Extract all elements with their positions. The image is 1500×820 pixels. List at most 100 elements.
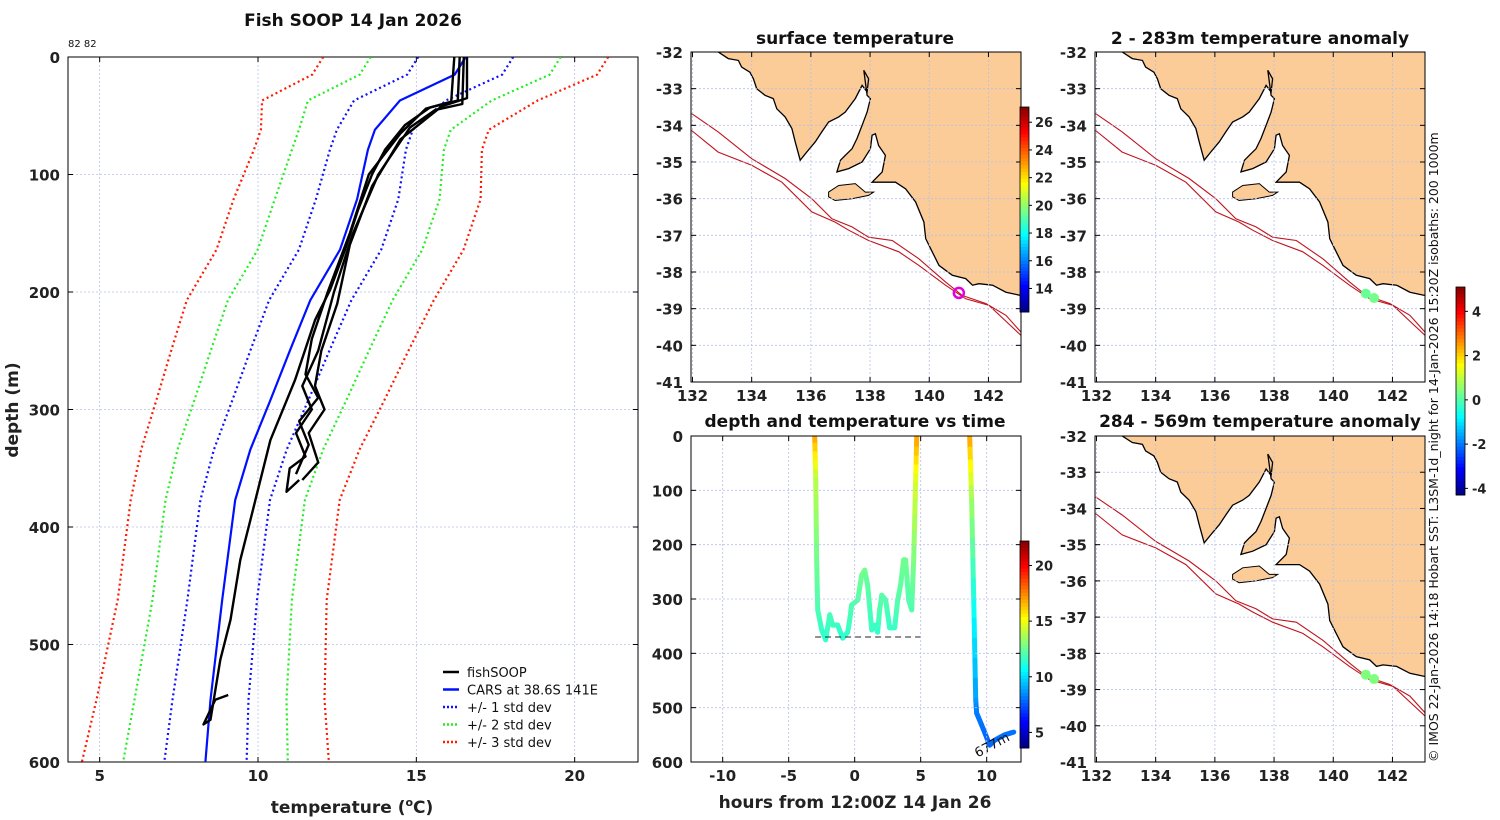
sst-ytick-label: -33 bbox=[656, 81, 683, 99]
anom-upper-ytick-label: -34 bbox=[1060, 117, 1087, 135]
colorbar-swatch bbox=[1456, 453, 1465, 458]
colorbar-swatch bbox=[1456, 321, 1465, 326]
colorbar-swatch bbox=[1020, 706, 1029, 711]
colorbar-swatch bbox=[1020, 561, 1029, 566]
colorbar-swatch bbox=[1456, 484, 1465, 489]
colorbar-swatch bbox=[1020, 651, 1029, 656]
colorbar-frame bbox=[1019, 540, 1030, 749]
colorbar-swatch bbox=[1020, 141, 1029, 146]
anom-lower-title: 284 - 569m temperature anomaly bbox=[1099, 412, 1421, 432]
anomaly-point bbox=[1369, 293, 1380, 304]
colorbar-swatch bbox=[1456, 314, 1465, 319]
colorbar-swatch bbox=[1456, 290, 1465, 295]
colorbar-tick-label: 0 bbox=[1472, 394, 1481, 409]
colorbar-swatch bbox=[1020, 672, 1029, 677]
colorbar-swatch bbox=[1456, 477, 1465, 482]
profile-xlabel: temperature (oC) bbox=[271, 796, 434, 818]
timeseries-title: depth and temperature vs time bbox=[705, 412, 1006, 432]
colorbar-swatch bbox=[1020, 301, 1029, 306]
sst-xtick-label: 132 bbox=[677, 387, 708, 405]
colorbar-swatch bbox=[1020, 630, 1029, 635]
colorbar-swatch bbox=[1020, 585, 1029, 590]
anomaly-point bbox=[1360, 669, 1371, 680]
timeseries-ytick-label: 300 bbox=[652, 591, 683, 609]
timeseries-xtick-label: 5 bbox=[915, 767, 925, 785]
sst-ytick-label: -39 bbox=[656, 301, 683, 319]
colorbar-swatch bbox=[1020, 578, 1029, 583]
std-3-upper-line bbox=[323, 57, 610, 762]
colorbar-swatch bbox=[1456, 339, 1465, 343]
xlabel-end: C) bbox=[413, 798, 433, 818]
colorbar-swatch bbox=[1020, 606, 1029, 611]
colorbar-swatch bbox=[1020, 288, 1029, 292]
sst-ytick-label: -34 bbox=[656, 117, 683, 135]
colorbar-swatch bbox=[1456, 304, 1465, 309]
colorbar-swatch bbox=[1020, 226, 1029, 231]
sst-axes: 132 134 136 138 140 142 -32 -33 -34 -35 -36 -37 -38 -… bbox=[656, 44, 1022, 405]
std-2-lower-line bbox=[122, 57, 372, 762]
legend-label: +/- 2 std dev bbox=[467, 719, 552, 734]
colorbar-swatch bbox=[1456, 429, 1465, 434]
colorbar-swatch bbox=[1020, 257, 1029, 262]
timeseries-xlabel: hours from 12:00Z 14 Jan 26 bbox=[719, 793, 992, 813]
std-1-lower-line bbox=[163, 57, 420, 762]
colorbar-swatch bbox=[1020, 661, 1029, 666]
colorbar-swatch bbox=[1456, 366, 1465, 371]
colorbar-swatch bbox=[1456, 443, 1465, 447]
anom-lower-land bbox=[1121, 436, 1425, 678]
colorbar-swatch bbox=[1020, 175, 1029, 180]
colorbar-tick-label: 20 bbox=[1035, 559, 1053, 574]
colorbar-swatch bbox=[1456, 391, 1465, 395]
profile-ytick-label: 200 bbox=[29, 284, 60, 302]
colorbar-tick-label: 2 bbox=[1472, 350, 1481, 365]
colorbar-swatch bbox=[1456, 349, 1465, 354]
fishsoop-cast-line bbox=[301, 57, 469, 481]
colorbar-swatch bbox=[1456, 332, 1465, 337]
colorbar-swatch bbox=[1020, 696, 1029, 701]
colorbar-swatch bbox=[1456, 370, 1465, 375]
colorbar-swatch bbox=[1020, 154, 1029, 159]
colorbar-swatch bbox=[1456, 394, 1465, 399]
profile-ytick-label: 400 bbox=[29, 519, 60, 537]
colorbar-swatch bbox=[1020, 541, 1029, 545]
colorbar-swatch bbox=[1456, 384, 1465, 389]
colorbar-swatch bbox=[1020, 689, 1029, 694]
colorbar-tick-label: 20 bbox=[1035, 199, 1053, 214]
fishsoop-cast-line bbox=[285, 57, 465, 493]
timeseries-colorbar: 5 10 15 20 bbox=[1019, 540, 1053, 749]
colorbar-swatch bbox=[1456, 491, 1465, 496]
colorbar-swatch bbox=[1456, 404, 1465, 409]
anom-lower-xtick-label: 132 bbox=[1081, 767, 1112, 785]
anomaly-point bbox=[1360, 288, 1371, 299]
sst-ytick-label: -32 bbox=[656, 44, 683, 62]
sst-ytick-label: -38 bbox=[656, 264, 683, 282]
std-1-upper-line bbox=[245, 57, 515, 762]
anom-upper-xtick-label: 138 bbox=[1258, 387, 1289, 405]
colorbar-swatch bbox=[1456, 363, 1465, 368]
anom-lower-ytick-label: -34 bbox=[1060, 500, 1087, 518]
anom-upper-ytick-label: -39 bbox=[1060, 301, 1087, 319]
colorbar-tick-label: -2 bbox=[1472, 438, 1486, 453]
profile-frame bbox=[67, 56, 639, 763]
sst-isobath-200m bbox=[691, 113, 1021, 333]
colorbar-swatch bbox=[1020, 260, 1029, 265]
profile-ytick-label: 0 bbox=[50, 49, 60, 67]
colorbar-swatch bbox=[1020, 305, 1029, 310]
colorbar-swatch bbox=[1020, 710, 1029, 714]
colorbar-swatch bbox=[1456, 356, 1465, 361]
colorbar-tick-label: 14 bbox=[1035, 282, 1053, 297]
colorbar-swatch bbox=[1020, 236, 1029, 241]
colorbar-swatch bbox=[1020, 734, 1029, 739]
colorbar-swatch bbox=[1020, 623, 1029, 628]
colorbar-tick-label: 5 bbox=[1035, 726, 1044, 741]
colorbar-swatch bbox=[1020, 644, 1029, 649]
timeseries-xtick-label: -10 bbox=[709, 767, 736, 785]
colorbar-swatch bbox=[1020, 703, 1029, 708]
colorbar-swatch bbox=[1456, 297, 1465, 302]
anom-lower-isobath-200m bbox=[1095, 496, 1425, 714]
sst-map bbox=[691, 52, 1021, 336]
colorbar-swatch bbox=[1020, 182, 1029, 187]
